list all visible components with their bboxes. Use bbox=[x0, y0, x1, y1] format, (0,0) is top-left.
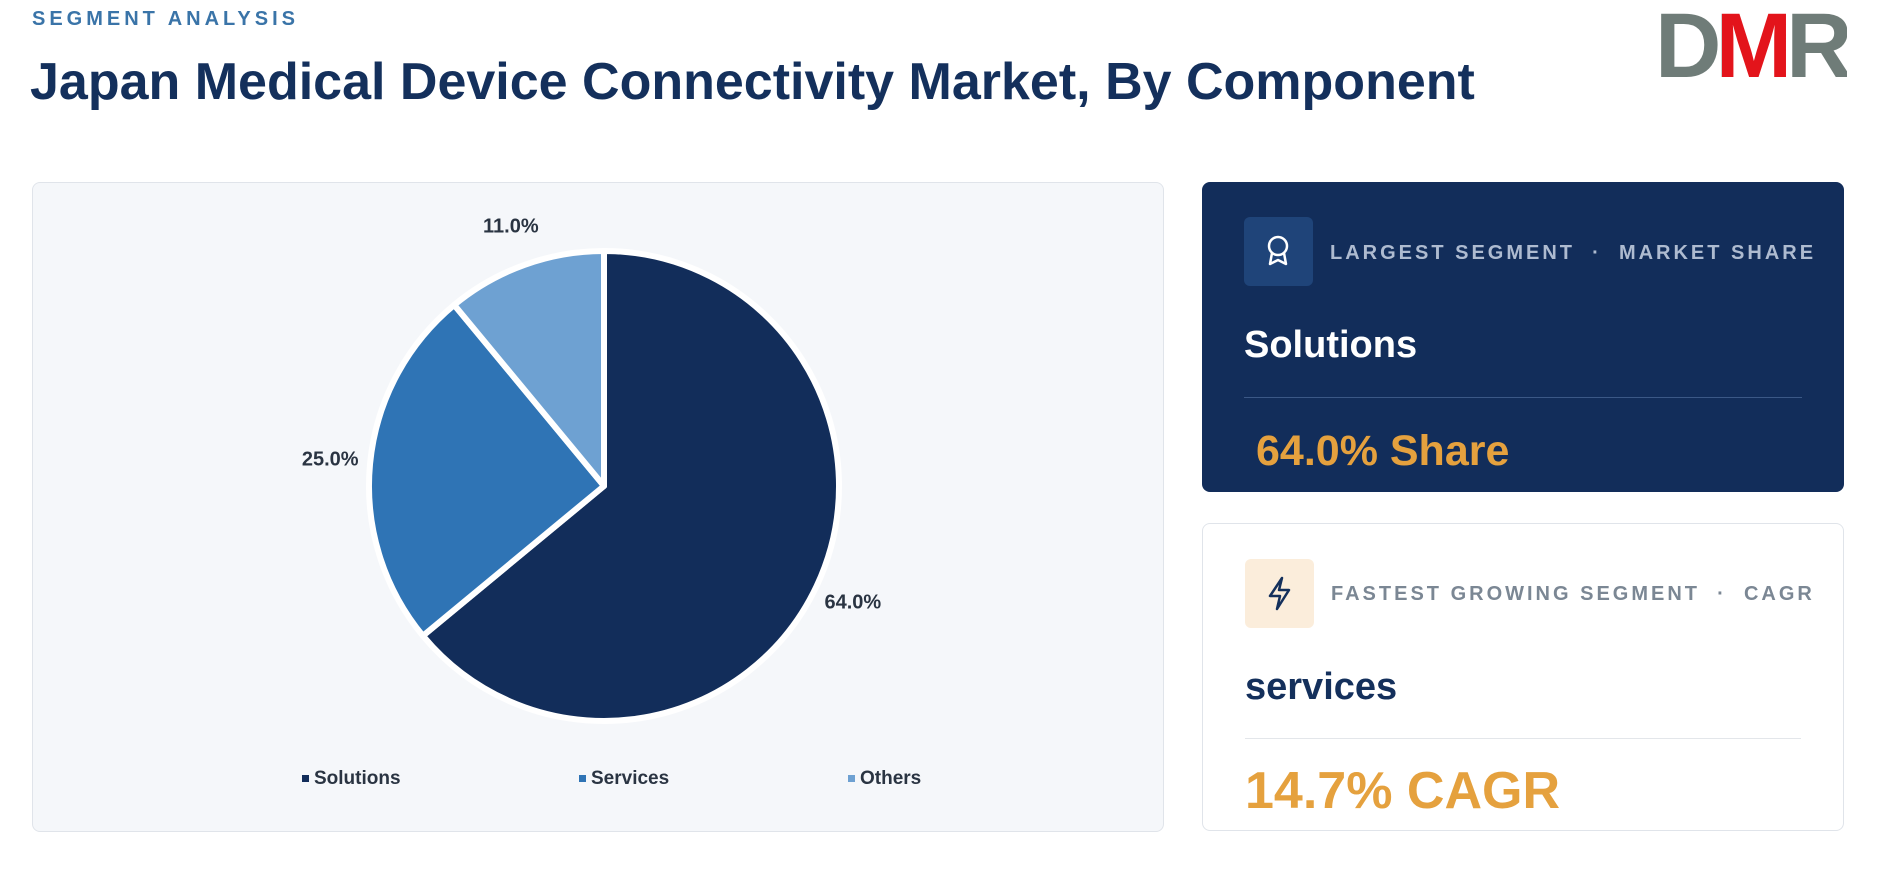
data-label: 25.0% bbox=[302, 448, 359, 470]
divider bbox=[1244, 397, 1802, 398]
label: LARGEST SEGMENT bbox=[1330, 242, 1576, 264]
segment-value: 64.0% Share bbox=[1256, 427, 1510, 475]
largest-card: LARGEST SEGMENT · MARKET SHARE Solutions… bbox=[1202, 182, 1844, 492]
bolt-icon bbox=[1268, 576, 1291, 611]
sep: · bbox=[1717, 583, 1727, 605]
logo: DMR bbox=[1655, 0, 1853, 99]
pie-slice bbox=[366, 301, 607, 639]
legend-swatch bbox=[302, 775, 309, 782]
legend-label: Others bbox=[860, 768, 921, 789]
data-label: 64.0% bbox=[824, 591, 881, 613]
legend-label: Services bbox=[591, 768, 669, 789]
sep: · bbox=[1592, 242, 1602, 264]
data-label: 11.0% bbox=[483, 216, 539, 238]
segment-name: Solutions bbox=[1244, 324, 1418, 366]
pie-slice bbox=[419, 248, 842, 724]
card-label: FASTEST GROWING SEGMENT · CAGR bbox=[1331, 583, 1815, 606]
pie-slice bbox=[451, 248, 607, 489]
fastest-card: FASTEST GROWING SEGMENT · CAGR services … bbox=[1202, 523, 1844, 831]
logo-text: DMR bbox=[1655, 0, 1853, 97]
divider bbox=[1245, 738, 1801, 739]
legend-swatch bbox=[848, 775, 855, 782]
page-title: Japan Medical Device Connectivity Market… bbox=[30, 53, 1475, 111]
award-icon bbox=[1267, 235, 1289, 266]
metric: CAGR bbox=[1743, 583, 1815, 605]
legend-label: Solutions bbox=[314, 768, 401, 789]
chart: 64.0% 25.0% 11.0% Solutions Services Others bbox=[302, 216, 921, 789]
segment-name: services bbox=[1245, 666, 1398, 708]
icon-box bbox=[1244, 217, 1313, 286]
eyebrow: SEGMENT ANALYSIS bbox=[32, 8, 299, 30]
icon-box bbox=[1245, 559, 1314, 628]
card-label: LARGEST SEGMENT · MARKET SHARE bbox=[1330, 242, 1816, 265]
segment-value: 14.7% CAGR bbox=[1245, 762, 1560, 820]
label: FASTEST GROWING SEGMENT bbox=[1331, 583, 1701, 605]
chart-card: 64.0% 25.0% 11.0% Solutions Services Others bbox=[32, 182, 1164, 832]
legend-swatch bbox=[579, 775, 586, 782]
metric: MARKET SHARE bbox=[1618, 242, 1817, 264]
